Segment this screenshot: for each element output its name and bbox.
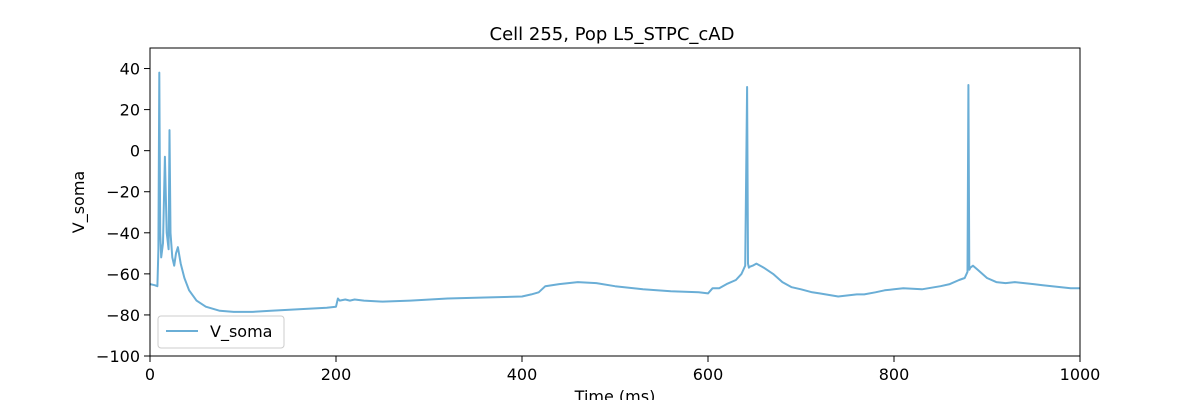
y-tick-label: −40 bbox=[106, 224, 140, 243]
x-tick-label: 200 bbox=[321, 365, 352, 384]
chart-title: Cell 255, Pop L5_STPC_cAD bbox=[490, 24, 735, 45]
x-tick-label: 600 bbox=[693, 365, 724, 384]
legend-box bbox=[157, 315, 285, 349]
x-tick-label: 800 bbox=[879, 365, 910, 384]
x-tick-label: 400 bbox=[507, 365, 538, 384]
y-axis: −100 −80 −60 −40 −20 0 20 40 bbox=[96, 60, 150, 366]
x-axis: 0 200 400 600 800 1000 bbox=[145, 356, 1100, 384]
y-axis-label: V_soma bbox=[69, 171, 89, 233]
y-tick-label: −80 bbox=[106, 306, 140, 325]
y-tick-label: −60 bbox=[106, 265, 140, 284]
series-line-v-soma bbox=[150, 71, 1080, 313]
y-tick-label: −20 bbox=[106, 183, 140, 202]
legend-label: V_soma bbox=[210, 322, 272, 342]
y-tick-label: 0 bbox=[130, 142, 140, 161]
y-tick-label: −100 bbox=[96, 347, 140, 366]
plot-frame bbox=[149, 47, 1081, 357]
plot-area bbox=[150, 48, 1080, 356]
y-tick-label: 20 bbox=[120, 101, 140, 120]
y-tick-label: 40 bbox=[120, 60, 140, 79]
x-tick-label: 1000 bbox=[1060, 365, 1101, 384]
x-axis-label: Time (ms) bbox=[574, 387, 656, 400]
x-tick-label: 0 bbox=[145, 365, 155, 384]
legend: V_soma bbox=[157, 315, 285, 349]
